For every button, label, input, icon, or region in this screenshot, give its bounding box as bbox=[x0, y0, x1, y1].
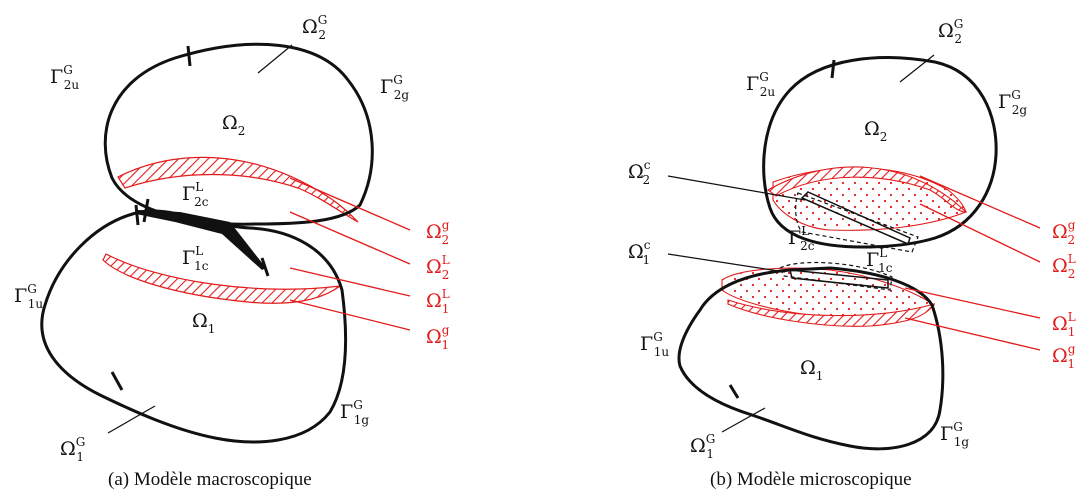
label-omega2L-red: ΩL 2 bbox=[1052, 252, 1076, 281]
caption-a: (a) Modèle macroscopique bbox=[108, 469, 312, 490]
omega1-outline bbox=[677, 266, 945, 451]
leader-omega1G bbox=[107, 405, 156, 434]
leader-omega1L bbox=[904, 287, 1041, 319]
label-gamma1u: ΓG 1u bbox=[14, 282, 43, 311]
label-gamma2g: ΓG 2g bbox=[380, 73, 409, 102]
label-gamma2u: ΓG 2u bbox=[746, 70, 775, 99]
omega1-hatch-band bbox=[102, 253, 343, 304]
label-omega2c: Ωc 2 bbox=[628, 158, 651, 187]
panel-b: Ω2 Ω1 ΩG 2 ΩG 1 ΓG 2u ΓG 2g ΓG 1u ΓG 1g ΓL 2c Γ… bbox=[628, 17, 1076, 490]
tick-omega2-top bbox=[186, 45, 192, 67]
leader-omega1c bbox=[667, 253, 786, 273]
omega1-hatch-band bbox=[727, 299, 936, 327]
leader-omega2G bbox=[899, 54, 935, 83]
label-omega2L-red: ΩL 2 bbox=[426, 253, 450, 282]
omega2-outline bbox=[103, 42, 374, 226]
leader-omega2L bbox=[919, 203, 1041, 263]
label-omega2g-red: Ωg 2 bbox=[1052, 218, 1076, 247]
label-omega1G: ΩG 1 bbox=[690, 432, 715, 461]
leader-omega2c bbox=[667, 175, 806, 201]
label-gamma1c: ΓL 1c bbox=[866, 246, 893, 275]
label-omega1G: ΩG 1 bbox=[60, 435, 85, 464]
label-omega2: Ω2 bbox=[222, 112, 245, 138]
omega2-hatch-band bbox=[766, 166, 968, 213]
omega2c-bar bbox=[800, 191, 911, 246]
omega2-hatch-band bbox=[117, 156, 359, 223]
label-omega2G: ΩG 2 bbox=[302, 13, 327, 42]
label-gamma1g: ΓG 1g bbox=[940, 420, 969, 449]
label-gamma1g: ΓG 1g bbox=[340, 398, 369, 427]
contact-tick-3 bbox=[260, 257, 270, 277]
tick-omega2-top bbox=[830, 59, 836, 79]
label-gamma2g: ΓG 2g bbox=[998, 88, 1027, 117]
label-omega1: Ω1 bbox=[800, 357, 823, 383]
label-gamma1u: ΓG 1u bbox=[640, 330, 669, 359]
omega1c-bar bbox=[789, 269, 889, 289]
leader-omega1G bbox=[721, 407, 766, 433]
omega1c-dashed bbox=[779, 261, 893, 291]
contact-tick-1 bbox=[134, 204, 140, 226]
label-gamma2u: ΓG 2u bbox=[50, 63, 79, 92]
label-gamma2c: ΓL 2c bbox=[788, 224, 815, 253]
omega1-outline bbox=[40, 209, 348, 444]
caption-b: (b) Modèle microscopique bbox=[710, 469, 912, 490]
tick-omega1-bottom bbox=[728, 384, 740, 399]
label-omega1L-red: ΩL 1 bbox=[1052, 310, 1076, 339]
leader-omega2g bbox=[289, 177, 411, 231]
label-omega1g-red: Ωg 1 bbox=[426, 323, 450, 352]
label-omega1g-red: Ωg 1 bbox=[1052, 342, 1076, 371]
label-omega2g-red: Ωg 2 bbox=[426, 218, 450, 247]
label-gamma2c: ΓL 2c bbox=[182, 180, 209, 209]
leader-omega2L bbox=[289, 211, 411, 265]
label-omega2G: ΩG 2 bbox=[938, 17, 963, 46]
leader-omega2g bbox=[919, 175, 1041, 229]
leader-omega1L bbox=[289, 267, 411, 297]
contact-tick-2 bbox=[142, 198, 150, 223]
contact-interface bbox=[136, 210, 266, 270]
omega2-outline bbox=[762, 56, 998, 249]
label-omega2: Ω2 bbox=[864, 118, 887, 144]
label-gamma1c: ΓL 1c bbox=[182, 244, 209, 273]
label-omega1c: Ωc 1 bbox=[628, 238, 651, 267]
leader-omega2G bbox=[257, 44, 293, 74]
leader-omega1g bbox=[904, 317, 1041, 351]
panel-a: Ω2 Ω1 ΩG 2 ΩG 1 ΓG 2u ΓG 2g ΓG 1u ΓG 1g ΓL 2c Γ… bbox=[14, 13, 450, 490]
label-omega1L-red: ΩL 1 bbox=[426, 287, 450, 316]
tick-omega1-bottom bbox=[110, 371, 124, 391]
leader-omega1g bbox=[289, 299, 411, 331]
label-omega1: Ω1 bbox=[192, 310, 215, 336]
